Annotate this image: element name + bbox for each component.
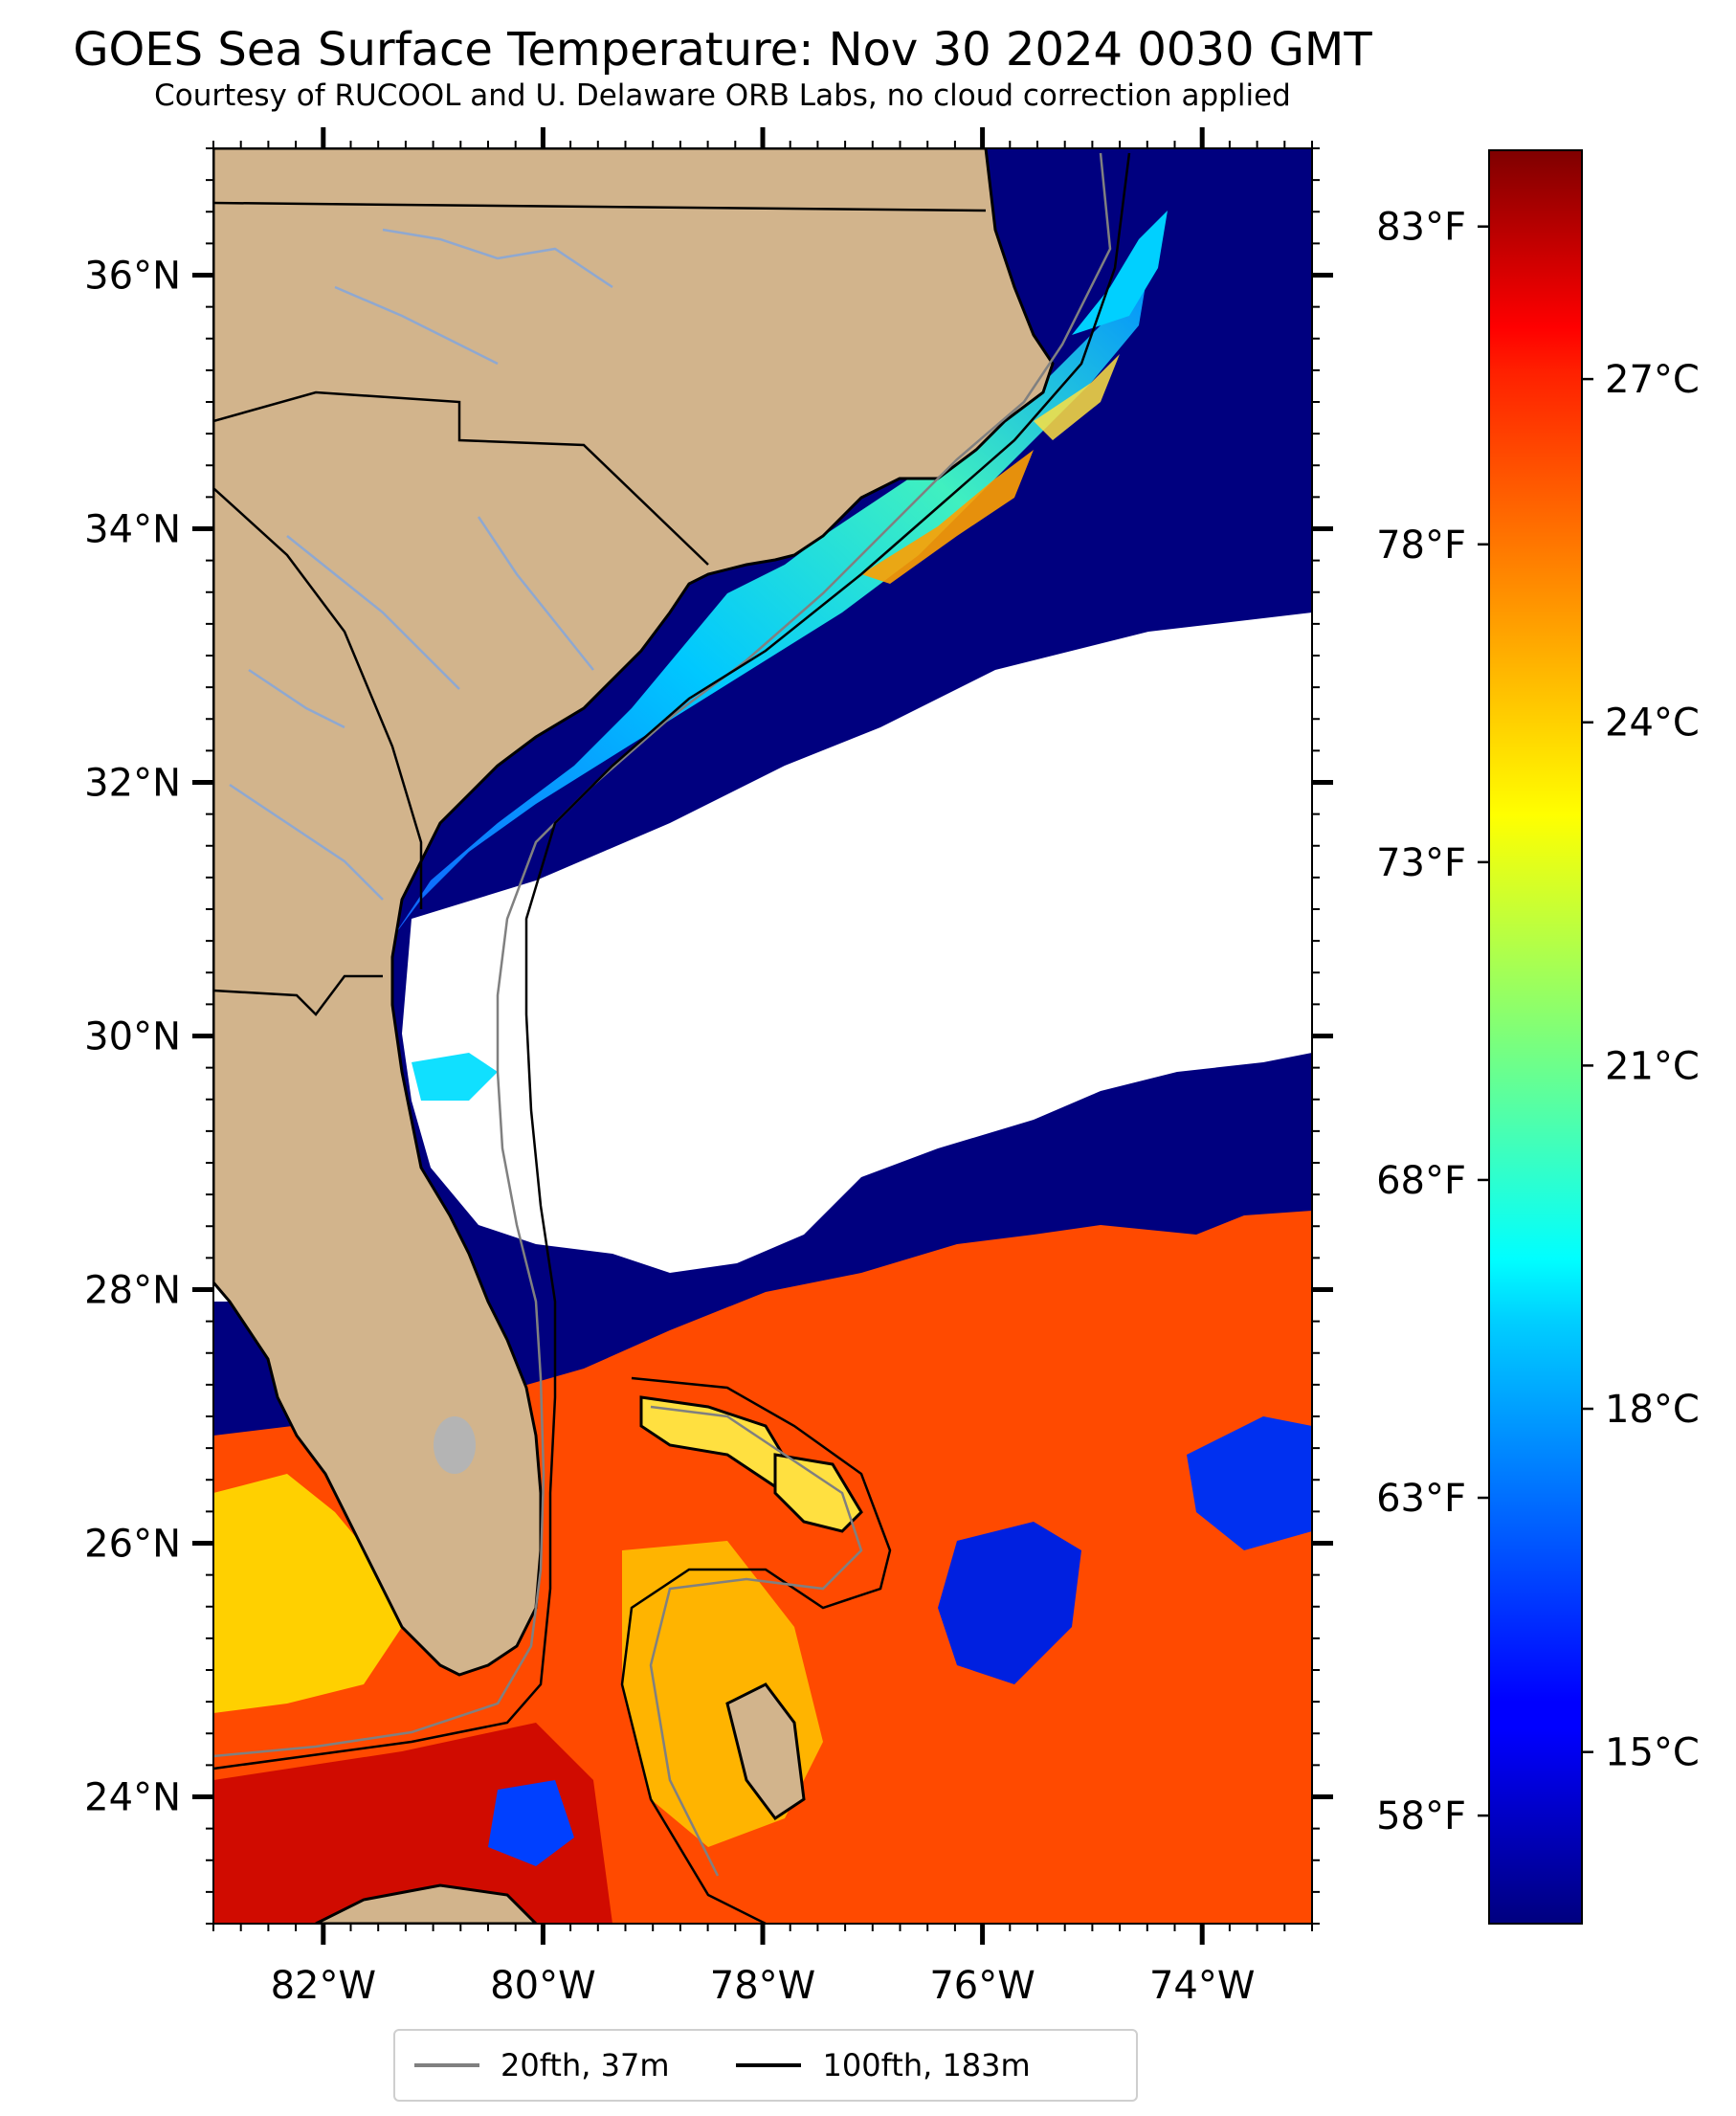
longitude-axis-top — [321, 127, 1205, 148]
lat-label: 24°N — [84, 1776, 181, 1820]
lon-label: 82°W — [271, 1964, 376, 2008]
colorbar-fahrenheit-label: 78°F — [1376, 523, 1466, 568]
shelf-warm-front — [861, 450, 1034, 584]
lon-label: 76°W — [929, 1964, 1035, 2008]
colorbar — [1488, 149, 1583, 1925]
lon-label: 74°W — [1149, 1964, 1255, 2008]
longitude-labels: 82°W 80°W 78°W 76°W 74°W — [271, 1964, 1256, 2008]
lat-label: 26°N — [84, 1523, 181, 1567]
bahamas-bank-contour-20fth — [649, 1405, 863, 1877]
colorbar-fahrenheit-label: 68°F — [1376, 1159, 1466, 1203]
colorbar-fahrenheit-label: 63°F — [1376, 1477, 1466, 1521]
land-mass — [213, 148, 1055, 1677]
latitude-axis-right — [1312, 273, 1333, 1799]
legend-item-100fth: 100fth, 183m — [736, 2047, 1031, 2083]
legend-label-20fth: 20fth, 37m — [501, 2047, 670, 2083]
colorbar-celsius-label: 18°C — [1605, 1388, 1700, 1432]
nearshore-eddy — [412, 1053, 498, 1101]
cloud-cover — [402, 613, 1312, 1273]
legend-line-100fth — [736, 2063, 802, 2067]
cool-eddy-2 — [488, 1780, 574, 1866]
legend-item-20fth: 20fth, 37m — [414, 2047, 669, 2083]
lat-label: 30°N — [84, 1015, 181, 1059]
legend: 20fth, 37m 100fth, 183m — [393, 2029, 1138, 2102]
isobath-100fth-contour — [213, 152, 1131, 1771]
legend-label-100fth: 100fth, 183m — [822, 2047, 1031, 2083]
colorbar-celsius-scale: 27°C 24°C 21°C 18°C 15°C — [1582, 358, 1700, 1775]
colorbar-celsius-label: 15°C — [1605, 1731, 1700, 1775]
state-borders — [213, 201, 987, 1016]
cuba-coast — [315, 1883, 539, 1924]
colorbar-celsius-label: 21°C — [1605, 1044, 1700, 1088]
minor-ticks — [206, 141, 1320, 1931]
isobath-20fth-contour — [213, 152, 1112, 1758]
shelf-water-band — [392, 268, 1148, 938]
longitude-axis-bottom — [321, 1924, 1205, 1945]
legend-line-20fth — [414, 2063, 479, 2067]
lat-label: 34°N — [84, 508, 181, 552]
colorbar-fahrenheit-scale: 83°F 78°F 73°F 68°F 63°F 58°F — [1376, 206, 1489, 1838]
hot-water-patch — [213, 1723, 612, 1924]
bahamas-andros — [725, 1682, 806, 1821]
cool-eddy-3 — [1187, 1416, 1312, 1550]
rivers — [229, 228, 613, 901]
outer-shelf-warm-band — [1034, 354, 1120, 440]
bahamas-grand-bahama — [773, 1453, 863, 1533]
latitude-labels: 36°N 34°N 32°N 30°N 28°N 26°N 24°N — [84, 255, 181, 1820]
colorbar-celsius-label: 27°C — [1605, 358, 1700, 402]
colorbar-fahrenheit-label: 73°F — [1376, 841, 1466, 885]
latitude-axis-left — [192, 273, 213, 1799]
map-title: GOES Sea Surface Temperature: Nov 30 202… — [73, 23, 1372, 77]
lon-label: 80°W — [490, 1964, 595, 2008]
map-subtitle: Courtesy of RUCOOL and U. Delaware ORB L… — [154, 78, 1291, 113]
lat-label: 32°N — [84, 762, 181, 806]
lat-label: 36°N — [84, 255, 181, 299]
map-panel — [213, 148, 1312, 1924]
lat-label: 28°N — [84, 1269, 181, 1313]
bahamas-bank-contour — [620, 1376, 892, 1924]
colorbar-fahrenheit-label: 58°F — [1376, 1794, 1466, 1838]
warm-yellow-patch-2 — [213, 1474, 402, 1713]
colorbar-fahrenheit-label: 83°F — [1376, 206, 1466, 250]
colorbar-celsius-label: 24°C — [1605, 702, 1700, 746]
northern-shelf-edge — [1072, 211, 1168, 335]
cool-eddy-1 — [938, 1522, 1081, 1684]
lon-label: 78°W — [710, 1964, 815, 2008]
lake-okeechobee — [434, 1416, 476, 1474]
